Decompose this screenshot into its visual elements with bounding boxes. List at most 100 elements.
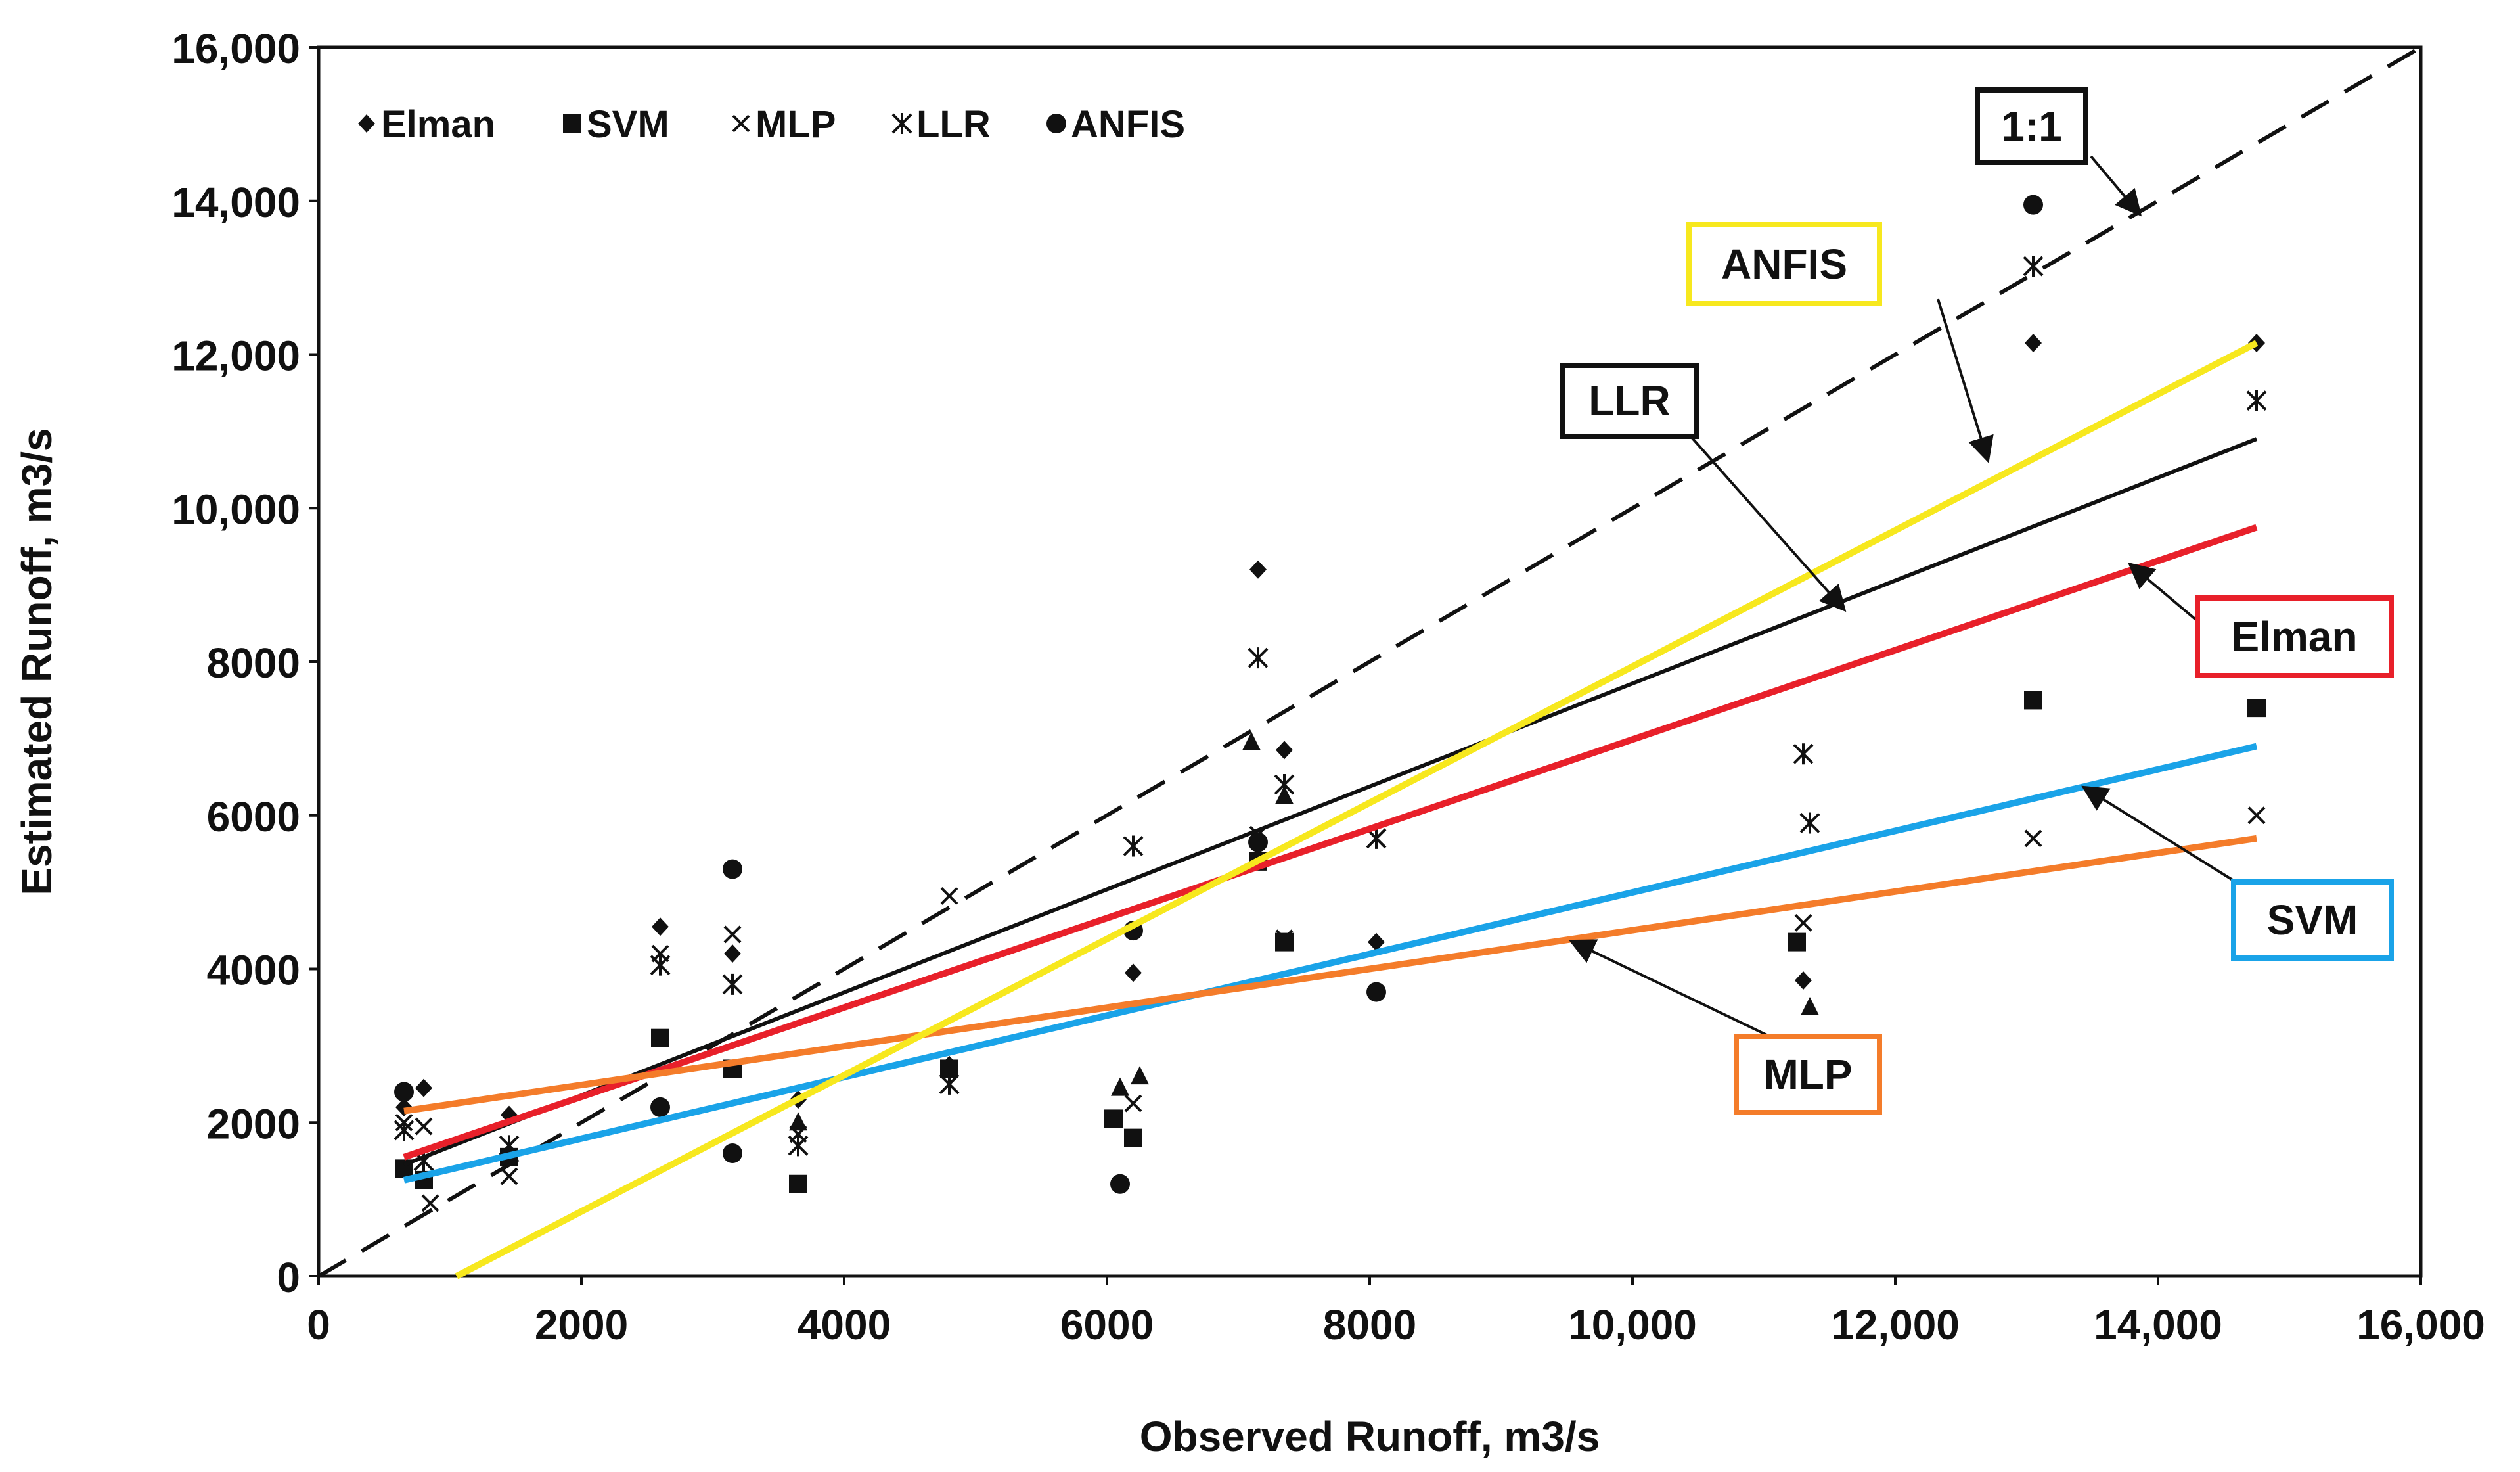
x-tick-marks (317, 1276, 2422, 1285)
point-mlp (2247, 806, 2266, 825)
point-mlp (2024, 829, 2042, 848)
fit-line-mlp (403, 835, 2257, 1115)
x-tick-labels: 0 2000 4000 6000 8000 10,000 12,000 14,000 16,00… (307, 1301, 2485, 1348)
callout-arrow-mlp (1568, 939, 1774, 1040)
point-triangle (1242, 731, 1261, 750)
fit-lines (317, 45, 2422, 1279)
callout-label-elman: Elman (2231, 613, 2357, 660)
point-llr (1123, 835, 1144, 857)
callout-box-svm (2231, 879, 2394, 961)
point-llr (788, 1135, 809, 1157)
point-mlp (940, 887, 958, 905)
point-anfis (1248, 832, 1268, 852)
point-llr (2246, 390, 2267, 411)
point-llr (1248, 647, 1269, 669)
y-tick-label: 4000 (207, 947, 300, 994)
point-llr (2023, 256, 2044, 277)
point-elman (1795, 971, 1812, 990)
callout-box-llr (1560, 363, 1699, 439)
point-elman (2025, 333, 2042, 352)
point-anfis (723, 859, 742, 879)
point-svm (2024, 691, 2042, 710)
y-tick-marks (309, 46, 319, 1277)
point-anfis (1366, 982, 1386, 1002)
x-tick-label: 14,000 (2094, 1301, 2222, 1348)
callouts: 1:1 ANFIS LLR Elman SVM MLP (1560, 87, 2394, 1115)
callout-arrow-1-1 (2090, 155, 2142, 217)
fit-line-anfis (455, 340, 2259, 1279)
legend-marker-anfis (1046, 114, 1066, 133)
callout-box-1-1 (1975, 87, 2088, 165)
fit-line-llr (403, 437, 2258, 1167)
callout-label-anfis: ANFIS (1721, 241, 1847, 288)
point-anfis (1110, 1174, 1130, 1194)
legend-marker-elman (358, 114, 375, 133)
y-tick-label: 12,000 (171, 333, 300, 380)
y-tick-labels: 0 2000 4000 6000 8000 10,000 12,000 14,000 16,00… (171, 25, 300, 1301)
legend-marker-mlp (732, 114, 750, 133)
point-elman (1368, 932, 1385, 952)
point-mlp (421, 1194, 439, 1212)
callout-label-1-1: 1:1 (2001, 103, 2062, 150)
point-svm (651, 1028, 669, 1047)
point-svm (1124, 1128, 1142, 1147)
callout-label-llr: LLR (1588, 377, 1670, 425)
point-anfis (394, 1082, 414, 1102)
x-tick-label: 10,000 (1568, 1301, 1697, 1348)
point-mlp (500, 1167, 518, 1185)
legend-label-mlp: MLP (755, 103, 836, 146)
callout-label-mlp: MLP (1763, 1051, 1852, 1098)
y-tick-label: 10,000 (171, 486, 300, 533)
legend-label-svm: SVM (587, 103, 669, 146)
point-llr (722, 973, 743, 995)
y-tick-label: 0 (277, 1254, 300, 1301)
y-tick-label: 14,000 (171, 179, 300, 226)
y-tick-label: 6000 (207, 793, 300, 840)
x-tick-label: 2000 (535, 1301, 628, 1348)
x-tick-label: 6000 (1060, 1301, 1154, 1348)
point-llr (1366, 827, 1387, 849)
point-elman (652, 917, 669, 936)
fit-line-svm (403, 743, 2258, 1184)
y-tick-label: 2000 (207, 1100, 300, 1147)
x-tick-label: 0 (307, 1301, 330, 1348)
point-mlp (1124, 1094, 1142, 1113)
point-mlp (1275, 929, 1294, 948)
point-llr (939, 1073, 960, 1095)
fit-line-elman (403, 524, 2258, 1161)
legend-label-elman: Elman (381, 103, 495, 146)
point-triangle (1801, 996, 1819, 1015)
point-anfis (723, 1143, 742, 1163)
point-llr (394, 1119, 415, 1141)
point-triangle (1275, 785, 1294, 804)
point-elman (1125, 963, 1142, 982)
callout-box-anfis (1686, 222, 1882, 306)
point-mlp (1794, 913, 1812, 932)
point-svm (2247, 699, 2266, 718)
point-mlp (723, 925, 742, 944)
point-elman (1276, 741, 1293, 760)
legend-marker-llr (891, 113, 912, 134)
point-mlp (415, 1117, 433, 1136)
point-llr (650, 954, 671, 976)
legend-label-llr: LLR (916, 103, 991, 146)
point-elman (1249, 560, 1267, 579)
x-tick-label: 4000 (798, 1301, 891, 1348)
x-tick-label: 8000 (1323, 1301, 1416, 1348)
legend-label-anfis: ANFIS (1071, 103, 1185, 146)
x-tick-label: 12,000 (1831, 1301, 1960, 1348)
callout-box-elman (2195, 595, 2394, 678)
point-svm (1788, 932, 1806, 952)
callout-box-mlp (1734, 1034, 1882, 1115)
callout-arrow-elman (2127, 562, 2199, 622)
point-llr (1793, 743, 1814, 765)
point-anfis (650, 1097, 670, 1117)
point-svm (1104, 1109, 1123, 1128)
y-axis-title: Estimated Runoff, m3/s (13, 428, 60, 895)
callout-label-svm: SVM (2267, 896, 2358, 944)
point-triangle (1131, 1066, 1149, 1085)
x-tick-label: 16,000 (2356, 1301, 2485, 1348)
point-triangle (789, 1112, 807, 1131)
callout-arrow-anfis (1937, 298, 1994, 463)
